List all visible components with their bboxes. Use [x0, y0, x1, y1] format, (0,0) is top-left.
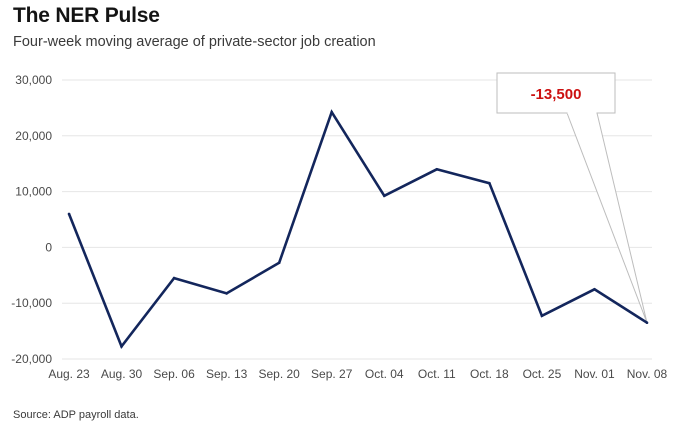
source-note: Source: ADP payroll data.	[13, 409, 139, 421]
x-tick-label: Oct. 11	[418, 367, 456, 381]
x-tick-label: Oct. 04	[365, 367, 404, 381]
data-point	[277, 261, 281, 265]
gridlines	[62, 79, 652, 360]
x-tick-label: Nov. 08	[627, 367, 668, 381]
data-point	[645, 321, 649, 325]
chart-subtitle: Four-week moving average of private-sect…	[13, 34, 376, 50]
y-tick-label: 10,000	[15, 185, 52, 199]
series-layer	[67, 109, 649, 350]
callout-box	[496, 72, 616, 114]
x-tick-label: Aug. 23	[48, 367, 90, 381]
data-point	[225, 292, 228, 295]
data-point	[382, 194, 386, 198]
x-tick-label: Oct. 18	[470, 367, 509, 381]
y-tick-label: -10,000	[11, 296, 52, 310]
data-point	[593, 287, 596, 291]
callout-pointer	[566, 112, 648, 323]
x-tick-label: Aug. 30	[101, 367, 143, 381]
y-tick-label: -20,000	[11, 352, 52, 366]
y-tick-label: 30,000	[15, 73, 52, 87]
chart-title: The NER Pulse	[13, 4, 160, 27]
x-tick-label: Sep. 06	[153, 367, 195, 381]
data-point	[330, 110, 334, 114]
callout-value: -13,500	[531, 86, 582, 103]
data-point	[172, 276, 176, 280]
data-point	[435, 167, 439, 171]
callout-annotation: -13,500	[496, 72, 648, 323]
x-tick-label: Sep. 13	[206, 367, 248, 381]
data-point	[488, 181, 491, 185]
x-tick-label: Nov. 01	[574, 367, 615, 381]
y-tick-label: 20,000	[15, 129, 52, 143]
y-tick-label: 0	[45, 240, 52, 254]
series-line	[67, 109, 648, 350]
x-tick-label: Sep. 20	[258, 367, 300, 381]
data-point	[67, 212, 71, 216]
x-axis-ticks: Aug. 23 Aug. 30 Sep. 06 Sep. 13 Sep. 20 Sep. …	[48, 367, 667, 381]
y-axis-ticks: 30,000 20,000 10,000 0 -10,000 -20,000	[11, 73, 52, 366]
x-tick-label: Oct. 25	[523, 367, 562, 381]
data-point	[120, 345, 123, 348]
x-tick-label: Sep. 27	[311, 367, 353, 381]
data-point	[540, 314, 544, 318]
